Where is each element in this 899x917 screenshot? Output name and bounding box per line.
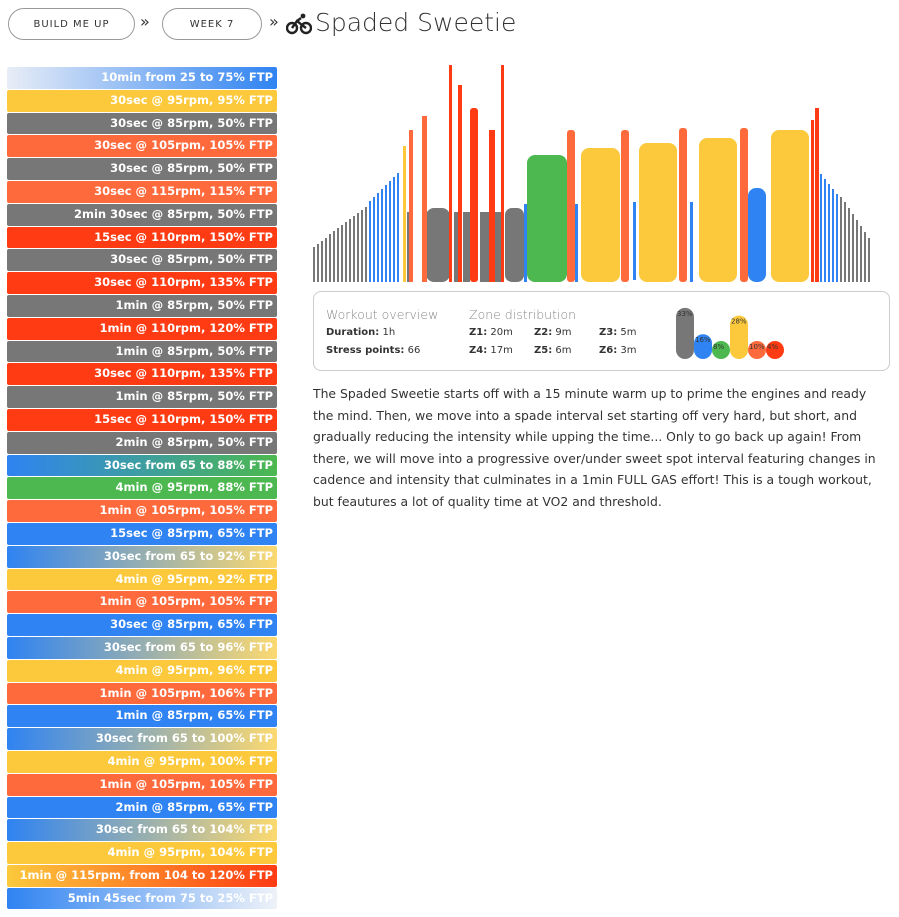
interval: 30sec @ 85rpm, 50% FTP	[7, 158, 277, 180]
interval: 1min @ 105rpm, 106% FTP	[7, 682, 277, 705]
breadcrumb-button[interactable]: WEEK 7	[162, 8, 262, 40]
zone-bubble	[712, 341, 730, 359]
zone-duration: 20m	[490, 327, 513, 338]
overview-box: Workout overview Duration: 1h Stress poi…	[313, 291, 890, 371]
interval: 1min @ 85rpm, 50% FTP	[7, 294, 277, 317]
interval: 1min @ 105rpm, 105% FTP	[7, 591, 277, 614]
interval: 30sec from 65 to 88% FTP	[7, 454, 277, 477]
zone-label: Z4:	[469, 345, 488, 356]
bike-icon	[286, 13, 312, 35]
label: Stress points:	[326, 345, 405, 356]
zone-time: Z4: 17m	[469, 345, 513, 356]
zone-bubble	[676, 307, 694, 359]
zone-label: Z3:	[599, 327, 618, 338]
zone-label: Z5:	[534, 345, 553, 356]
zone-percent: 4%	[767, 343, 778, 351]
zone-percent: 10%	[749, 343, 765, 351]
interval: 2min 30sec @ 85rpm, 50% FTP	[7, 203, 277, 226]
interval: 2min @ 85rpm, 65% FTP	[7, 796, 277, 819]
workout-graph	[313, 65, 870, 282]
zone-bubbles: 33% 16%8% 28% 10% 4%	[676, 307, 784, 359]
interval: 1min @ 85rpm, 65% FTP	[7, 705, 277, 728]
zone-bubble	[748, 341, 766, 359]
zone-time: Z2: 9m	[534, 327, 572, 338]
zone-bubble	[766, 341, 784, 359]
interval: 2min @ 85rpm, 50% FTP	[7, 431, 277, 454]
interval: 30sec from 65 to 104% FTP	[7, 819, 277, 842]
interval: 4min @ 95rpm, 88% FTP	[7, 477, 277, 500]
interval: 10min from 25 to 75% FTP	[7, 67, 277, 89]
value: 66	[407, 345, 421, 356]
zone-time: Z6: 3m	[599, 345, 637, 356]
label: Duration:	[326, 327, 380, 338]
interval: 30sec from 65 to 92% FTP	[7, 545, 277, 568]
interval: 4min @ 95rpm, 92% FTP	[7, 568, 277, 591]
zone-bubble	[730, 315, 748, 359]
value: 1h	[382, 327, 396, 338]
zone-time: Z5: 6m	[534, 345, 572, 356]
interval: 30sec @ 110rpm, 135% FTP	[7, 272, 277, 294]
separator: »	[140, 12, 150, 31]
zone-time: Z1: 20m	[469, 327, 513, 338]
interval: 1min @ 105rpm, 105% FTP	[7, 773, 277, 796]
zone-duration: 17m	[490, 345, 513, 356]
interval: 4min @ 95rpm, 104% FTP	[7, 842, 277, 864]
zone-bubble	[694, 334, 712, 359]
interval: 30sec @ 85rpm, 50% FTP	[7, 249, 277, 272]
interval: 30sec from 65 to 96% FTP	[7, 636, 277, 659]
interval: 30sec @ 85rpm, 65% FTP	[7, 614, 277, 636]
interval: 5min 45sec from 75 to 25% FTP	[7, 887, 277, 910]
zone-time: Z3: 5m	[599, 327, 637, 338]
interval: 30sec from 65 to 100% FTP	[7, 728, 277, 750]
interval: 15sec @ 85rpm, 65% FTP	[7, 522, 277, 545]
interval: 1min @ 115rpm, from 104 to 120% FTP	[7, 864, 277, 887]
zone-duration: 9m	[555, 327, 572, 338]
zone-percent: 8%	[713, 343, 724, 351]
zone-label: Z1:	[469, 327, 488, 338]
overview-heading: Workout overview	[326, 307, 439, 322]
breadcrumb-button[interactable]: BUILD ME UP	[8, 8, 135, 40]
zone-label: Z2:	[534, 327, 553, 338]
interval: 1min @ 85rpm, 50% FTP	[7, 340, 277, 363]
interval: 15sec @ 110rpm, 150% FTP	[7, 226, 277, 249]
interval-list: 10min from 25 to 75% FTP 30sec @ 95rpm, 9…	[7, 67, 277, 910]
zone-percent: 28%	[731, 318, 747, 326]
graph-bar	[527, 155, 567, 282]
separator: »	[269, 12, 279, 31]
interval: 30sec @ 85rpm, 50% FTP	[7, 112, 277, 135]
zone-percent: 33%	[677, 310, 693, 318]
interval: 1min @ 110rpm, 120% FTP	[7, 317, 277, 340]
zone-duration: 6m	[555, 345, 572, 356]
interval: 30sec @ 95rpm, 95% FTP	[7, 89, 277, 112]
zone-label: Z6:	[599, 345, 618, 356]
interval: 30sec @ 115rpm, 115% FTP	[7, 180, 277, 203]
duration: Duration: 1h	[326, 327, 395, 338]
interval: 30sec @ 105rpm, 105% FTP	[7, 135, 277, 158]
zone-percent: 16%	[695, 336, 711, 344]
zone-duration: 3m	[620, 345, 637, 356]
zone-heading: Zone distribution	[469, 307, 577, 322]
interval: 15sec @ 110rpm, 150% FTP	[7, 408, 277, 431]
stress: Stress points: 66	[326, 345, 420, 356]
interval: 4min @ 95rpm, 96% FTP	[7, 659, 277, 682]
zone-duration: 5m	[620, 327, 637, 338]
interval: 4min @ 95rpm, 100% FTP	[7, 750, 277, 773]
interval: 1min @ 85rpm, 50% FTP	[7, 386, 277, 408]
interval: 30sec @ 110rpm, 135% FTP	[7, 363, 277, 386]
description: The Spaded Sweetie starts off with a 15 …	[313, 386, 876, 509]
workout-title: Spaded Sweetie	[315, 8, 517, 37]
interval: 1min @ 105rpm, 105% FTP	[7, 500, 277, 522]
